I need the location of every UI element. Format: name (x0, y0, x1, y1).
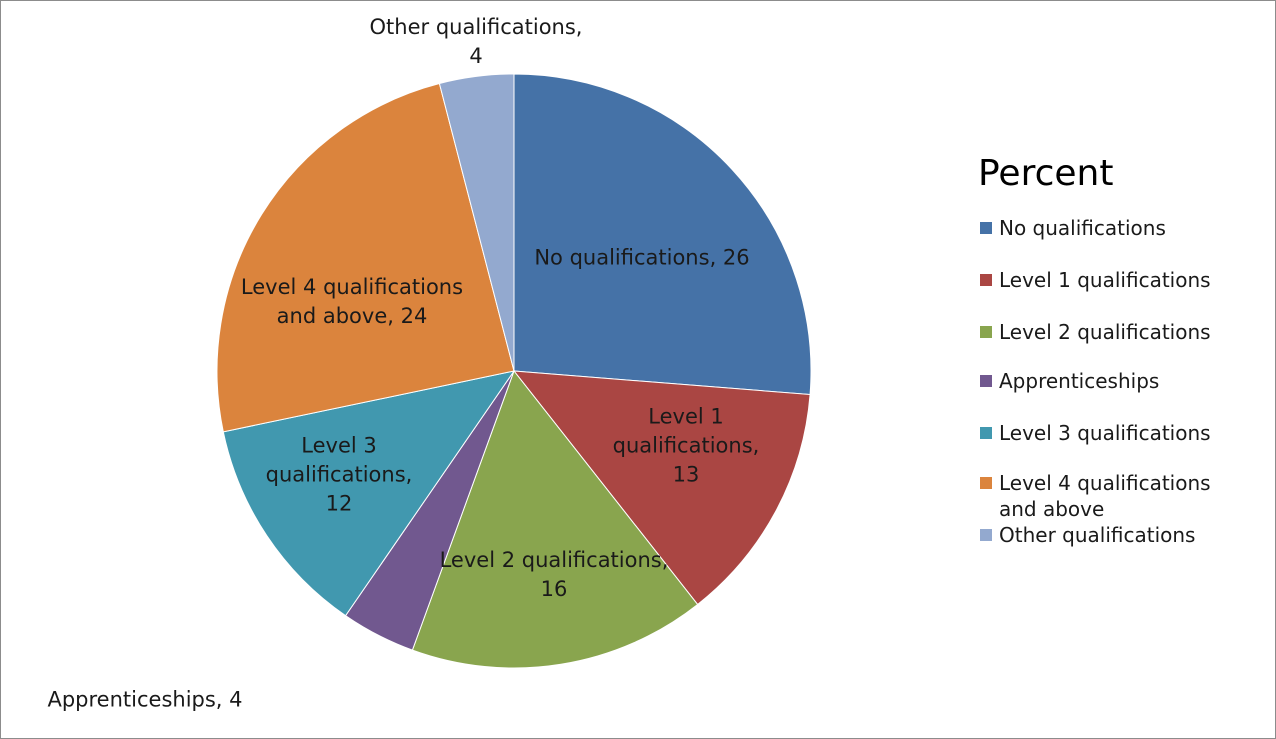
legend-swatch (980, 427, 992, 439)
legend-swatch (980, 274, 992, 286)
legend-swatch (980, 375, 992, 387)
legend-item: Level 4 qualifications and above (980, 470, 1250, 522)
data-label: Apprenticeships, 4 (47, 687, 243, 712)
legend-label: Level 3 qualifications (999, 421, 1211, 445)
data-label: Level 3 qualifications, 12 (265, 433, 413, 516)
legend-label: Level 4 qualifications and above (999, 471, 1211, 521)
legend-label: Level 1 qualifications (999, 268, 1211, 292)
legend-label: No qualifications (999, 216, 1166, 240)
legend-swatch (980, 529, 992, 541)
data-label: Other qualifications, 4 (369, 15, 583, 68)
legend-label: Apprenticeships (999, 369, 1160, 393)
legend-label: Level 2 qualifications (999, 320, 1211, 344)
legend-item: No qualifications (980, 215, 1250, 241)
legend-swatch (980, 326, 992, 338)
legend-swatch (980, 222, 992, 234)
data-label: No qualifications, 26 (534, 245, 750, 270)
legend-item: Level 1 qualifications (980, 267, 1250, 293)
legend-item: Other qualifications (980, 522, 1250, 548)
legend-title: Percent (978, 153, 1114, 194)
legend-item: Apprenticeships (980, 368, 1250, 394)
pie-slice (222, 370, 516, 617)
pie-slice (512, 370, 811, 606)
legend-item: Level 2 qualifications (980, 319, 1250, 345)
pie-slice (513, 73, 812, 396)
pie-slice (411, 369, 699, 669)
legend-label: Other qualifications (999, 523, 1196, 547)
legend-swatch (980, 477, 992, 489)
legend-item: Level 3 qualifications (980, 420, 1250, 446)
data-label: Level 2 qualifications, 16 (439, 548, 669, 601)
pie-slice (438, 73, 515, 372)
data-label: Level 1 qualifications, 13 (612, 404, 760, 487)
data-label: Level 4 qualifications and above, 24 (240, 275, 464, 328)
pie-slice (216, 82, 515, 433)
